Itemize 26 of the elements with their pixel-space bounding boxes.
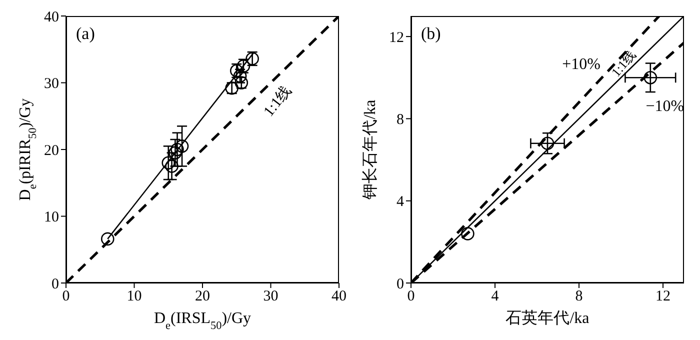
y-tick-label: 30	[44, 76, 59, 92]
y-tick-label: 12	[389, 30, 404, 46]
x-tick-label: 4	[491, 288, 500, 305]
y-tick-label: 20	[44, 142, 59, 159]
x-tick-label: 10	[126, 288, 142, 305]
y-tick-label: 4	[396, 194, 404, 210]
x-tick-label: 0	[407, 288, 415, 305]
x-tick-label: 30	[263, 288, 278, 305]
y-tick-label: 0	[396, 276, 404, 292]
x-tick-label: 8	[575, 288, 583, 305]
annotation: +10%	[562, 56, 600, 73]
annotation: 1:1线	[260, 82, 295, 120]
y-tick-label: 0	[52, 276, 59, 292]
x-tick-label: 12	[656, 288, 670, 305]
text: (b)	[421, 24, 441, 44]
x-tick-label: 0	[62, 288, 70, 305]
x-tick-label: 20	[195, 288, 210, 305]
y-axis-title: 钾长石年代/ka	[361, 100, 379, 200]
text: (a)	[76, 24, 95, 44]
y-tick-label: 10	[44, 210, 59, 226]
x-tick-label: 40	[332, 288, 346, 305]
y-tick-label: 40	[44, 9, 59, 26]
annotation: −10%	[646, 98, 684, 116]
y-tick-label: 8	[396, 112, 404, 128]
x-axis-title: 石英年代/ka	[506, 309, 590, 327]
x-axis-title: D$_{e}$(IRSL$_{50}$)/Gy	[154, 310, 252, 332]
